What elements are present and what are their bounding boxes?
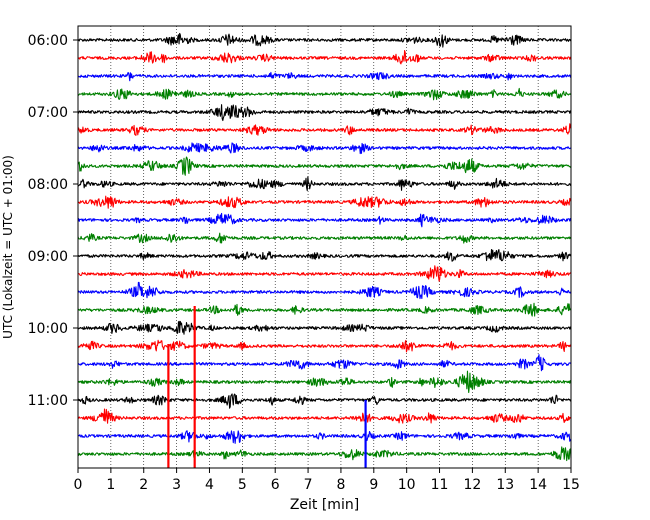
trace-0615 [77, 50, 572, 65]
trace-0945 [77, 302, 572, 317]
trace-0815 [77, 195, 572, 209]
trace-0715 [77, 123, 572, 136]
trace-1100 [77, 393, 572, 409]
trace-1145 [77, 446, 572, 462]
seismic-traces [77, 32, 572, 462]
trace-1115 [77, 408, 572, 424]
x-tick-label: 11 [431, 477, 449, 493]
trace-0600 [77, 32, 572, 48]
trace-0930 [77, 281, 572, 300]
x-tick-label: 9 [369, 477, 378, 493]
x-tick-label: 1 [106, 477, 115, 493]
x-tick-label: 12 [463, 477, 481, 493]
y-tick-label: 09:00 [28, 249, 68, 265]
trace-1030 [77, 354, 572, 372]
y-tick-label: 06:00 [28, 33, 68, 49]
trace-0900 [77, 249, 572, 262]
x-tick-label: 10 [398, 477, 416, 493]
x-axis-label: Zeit [min] [290, 497, 359, 513]
x-tick-label: 7 [304, 477, 313, 493]
y-tick-label: 11:00 [28, 393, 68, 409]
x-tick-label: 15 [562, 477, 580, 493]
plot-background [78, 26, 571, 468]
trace-0745 [77, 156, 572, 176]
y-tick-label: 08:00 [28, 177, 68, 193]
trace-1000 [77, 320, 572, 335]
trace-0800 [77, 176, 572, 192]
x-axis: 0 1 2 3 4 5 6 7 8 9 10 11 12 13 14 15 [74, 468, 580, 493]
x-tick-label: 6 [271, 477, 280, 493]
trace-0730 [77, 142, 572, 155]
trace-0830 [77, 212, 572, 228]
trace-1015 [77, 339, 572, 353]
x-tick-label: 5 [238, 477, 247, 493]
x-tick-label: 14 [529, 477, 547, 493]
trace-1045 [77, 370, 572, 394]
plot-frame [77, 25, 572, 469]
y-tick-label: 10:00 [28, 321, 68, 337]
x-tick-label: 4 [205, 477, 214, 493]
x-tick-label: 2 [139, 477, 148, 493]
trace-0845 [77, 232, 572, 244]
trace-0630 [77, 71, 572, 82]
y-tick-label: 07:00 [28, 105, 68, 121]
y-axis: 06:00 07:00 08:00 09:00 10:00 11:00 [28, 33, 78, 409]
x-tick-label: 13 [496, 477, 514, 493]
x-tick-label: 3 [172, 477, 181, 493]
trace-0645 [77, 87, 572, 101]
x-tick-label: 8 [336, 477, 345, 493]
trace-1130 [77, 430, 572, 444]
event-spikes [167, 306, 367, 468]
trace-0915 [77, 265, 572, 282]
x-tick-label: 0 [74, 477, 83, 493]
trace-0700 [77, 104, 572, 122]
y-axis-label: UTC (Lokalzeit = UTC + 01:00) [1, 155, 15, 339]
